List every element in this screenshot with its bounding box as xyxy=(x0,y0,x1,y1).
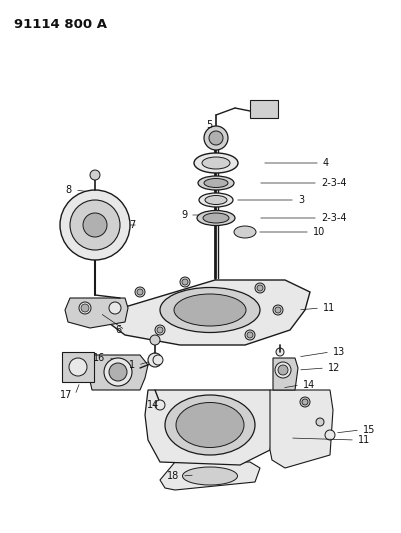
Text: 11: 11 xyxy=(323,303,335,313)
Text: 14: 14 xyxy=(303,380,315,390)
Polygon shape xyxy=(160,462,260,490)
Circle shape xyxy=(300,397,310,407)
Circle shape xyxy=(180,277,190,287)
Ellipse shape xyxy=(194,153,238,173)
Polygon shape xyxy=(65,298,128,328)
Ellipse shape xyxy=(197,211,235,225)
Circle shape xyxy=(155,400,165,410)
Circle shape xyxy=(90,170,100,180)
Ellipse shape xyxy=(165,395,255,455)
Circle shape xyxy=(278,365,288,375)
Ellipse shape xyxy=(204,179,228,188)
Text: 8: 8 xyxy=(66,185,72,195)
Text: 5: 5 xyxy=(206,120,212,130)
Circle shape xyxy=(81,304,89,312)
Circle shape xyxy=(83,213,107,237)
Circle shape xyxy=(70,200,120,250)
Text: 4: 4 xyxy=(323,158,329,168)
Circle shape xyxy=(275,307,281,313)
Polygon shape xyxy=(88,355,148,390)
Ellipse shape xyxy=(198,176,234,190)
Ellipse shape xyxy=(176,402,244,448)
Circle shape xyxy=(79,302,91,314)
Ellipse shape xyxy=(160,287,260,333)
Text: 16: 16 xyxy=(93,353,105,363)
Circle shape xyxy=(255,283,265,293)
Ellipse shape xyxy=(199,193,233,207)
Circle shape xyxy=(153,355,163,365)
Polygon shape xyxy=(145,390,278,465)
Circle shape xyxy=(157,327,163,333)
Circle shape xyxy=(60,190,130,260)
Text: 14: 14 xyxy=(147,400,159,410)
Text: 12: 12 xyxy=(328,363,340,373)
Text: 1: 1 xyxy=(129,360,135,370)
Text: 11: 11 xyxy=(358,435,370,445)
Text: 2-3-4: 2-3-4 xyxy=(321,178,346,188)
Circle shape xyxy=(109,302,121,314)
Circle shape xyxy=(204,126,228,150)
Circle shape xyxy=(276,348,284,356)
Circle shape xyxy=(69,358,87,376)
Text: 3: 3 xyxy=(298,195,304,205)
Polygon shape xyxy=(270,390,333,468)
Ellipse shape xyxy=(205,196,227,205)
Circle shape xyxy=(109,363,127,381)
Circle shape xyxy=(104,358,132,386)
Bar xyxy=(62,352,94,382)
Text: 91114 800 A: 91114 800 A xyxy=(14,18,107,31)
Circle shape xyxy=(148,353,162,367)
Ellipse shape xyxy=(182,467,237,485)
Ellipse shape xyxy=(202,157,230,169)
Circle shape xyxy=(302,399,308,405)
Ellipse shape xyxy=(234,226,256,238)
Text: 6: 6 xyxy=(116,325,122,335)
Circle shape xyxy=(135,287,145,297)
Circle shape xyxy=(245,330,255,340)
Circle shape xyxy=(150,335,160,345)
Ellipse shape xyxy=(174,294,246,326)
Circle shape xyxy=(325,430,335,440)
Text: 10: 10 xyxy=(313,227,325,237)
Text: 15: 15 xyxy=(363,425,375,435)
Text: 2-3-4: 2-3-4 xyxy=(321,213,346,223)
Ellipse shape xyxy=(203,213,229,223)
Circle shape xyxy=(316,418,324,426)
Circle shape xyxy=(137,289,143,295)
Polygon shape xyxy=(273,358,298,390)
Circle shape xyxy=(155,325,165,335)
Circle shape xyxy=(209,131,223,145)
Text: 13: 13 xyxy=(333,347,345,357)
Circle shape xyxy=(275,362,291,378)
Circle shape xyxy=(257,285,263,291)
Polygon shape xyxy=(105,280,310,345)
Text: 9: 9 xyxy=(181,210,187,220)
Text: 18: 18 xyxy=(167,471,179,481)
Circle shape xyxy=(182,279,188,285)
Text: 17: 17 xyxy=(60,390,72,400)
Circle shape xyxy=(247,332,253,338)
Text: 7: 7 xyxy=(129,220,135,230)
Bar xyxy=(250,100,278,118)
Circle shape xyxy=(273,305,283,315)
